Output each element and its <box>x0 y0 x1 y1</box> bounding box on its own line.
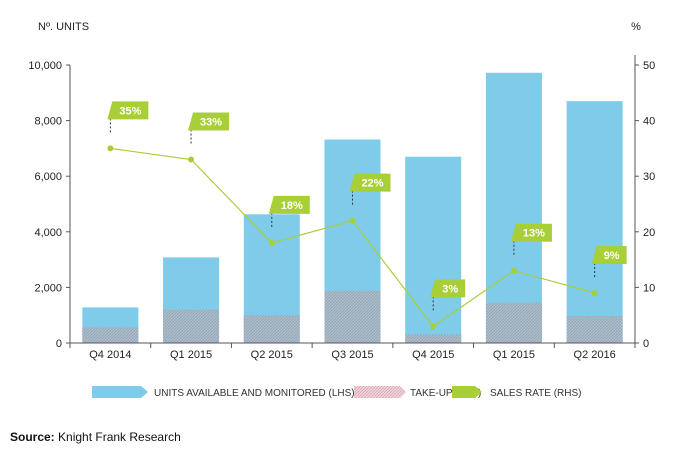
sales-rate-label-box-4 <box>430 279 466 298</box>
bar-available-6 <box>566 101 623 343</box>
sales-rate-label-3: 22% <box>361 178 383 190</box>
sales-rate-label-box-0 <box>107 101 149 120</box>
y-tick-label-left-4: 8,000 <box>34 116 62 128</box>
sales-rate-layer: 35% 33% 18% 22% 3% 13% 9% <box>107 101 627 330</box>
sales-rate-point-2 <box>268 239 275 246</box>
axes-layer: 0 2,000 4,000 6,000 8,000 10,000 0 10 20 30 40 50 Q4… <box>28 55 655 361</box>
legend-sales-swatch <box>452 386 482 398</box>
sales-rate-label-box-5 <box>510 223 552 242</box>
y-axis-right-label: % <box>631 21 641 33</box>
legend-available-swatch <box>92 386 148 398</box>
bars-layer <box>82 72 623 343</box>
y-tick-label-left-5: 10,000 <box>28 60 62 72</box>
x-tick-label-5: Q1 2015 <box>493 349 535 361</box>
y-tick-label-right-3: 30 <box>643 171 655 183</box>
y-tick-label-left-3: 6,000 <box>34 171 62 183</box>
y-tick-label-left-2: 4,000 <box>34 227 62 239</box>
bar-takeup-1 <box>163 309 220 343</box>
legend-sales-label: SALES RATE (RHS) <box>490 388 582 399</box>
bar-takeup-6 <box>566 316 623 343</box>
x-tick-label-1: Q1 2015 <box>170 349 212 361</box>
y-axis-left-label: Nº. UNITS <box>38 21 89 33</box>
legend-takeup-swatch <box>354 386 406 398</box>
legend: UNITS AVAILABLE AND MONITORED (LHS) TAKE… <box>92 386 582 399</box>
x-tick-label-2: Q2 2015 <box>251 349 293 361</box>
sales-rate-label-box-1 <box>188 112 230 131</box>
bar-takeup-4 <box>405 334 462 343</box>
sales-rate-label-box-3 <box>349 173 391 192</box>
y-tick-label-left-0: 0 <box>56 338 62 350</box>
bar-available-5 <box>485 72 542 343</box>
x-tick-label-6: Q2 2016 <box>574 349 616 361</box>
x-tick-label-3: Q3 2015 <box>331 349 373 361</box>
sales-rate-label-5: 13% <box>523 228 545 240</box>
source-label: Source: <box>10 430 55 444</box>
sales-rate-label-1: 33% <box>200 117 222 129</box>
source-note: Source: Knight Frank Research <box>10 430 181 444</box>
sales-rate-point-4 <box>430 323 437 330</box>
y-tick-label-left-1: 2,000 <box>34 282 62 294</box>
y-tick-label-right-5: 50 <box>643 60 655 72</box>
x-tick-label-0: Q4 2014 <box>89 349 131 361</box>
sales-rate-label-4: 3% <box>442 283 458 295</box>
sales-rate-label-box-6 <box>591 245 627 264</box>
source-text: Knight Frank Research <box>54 430 181 444</box>
sales-rate-label-6: 9% <box>604 250 620 262</box>
sales-rate-label-box-2 <box>268 195 310 214</box>
sales-rate-point-3 <box>349 217 356 224</box>
y-tick-label-right-0: 0 <box>643 338 649 350</box>
sales-rate-point-6 <box>591 289 598 296</box>
bar-takeup-5 <box>485 302 542 343</box>
y-tick-label-right-2: 20 <box>643 227 655 239</box>
bar-takeup-2 <box>243 315 300 343</box>
x-tick-label-4: Q4 2015 <box>412 349 454 361</box>
y-tick-label-right-1: 10 <box>643 282 655 294</box>
bar-takeup-0 <box>82 327 139 343</box>
legend-available-label: UNITS AVAILABLE AND MONITORED (LHS) <box>154 388 355 399</box>
sales-rate-label-0: 35% <box>119 105 141 117</box>
sales-rate-point-0 <box>107 145 114 152</box>
sales-rate-point-5 <box>510 267 517 274</box>
bar-available-4 <box>405 156 462 343</box>
sales-rate-point-1 <box>188 156 195 163</box>
bar-takeup-3 <box>324 290 381 343</box>
sales-rate-label-2: 18% <box>281 200 303 212</box>
y-tick-label-right-4: 40 <box>643 116 655 128</box>
legend-takeup-label: TAKE-UP (LHS) <box>410 388 481 399</box>
